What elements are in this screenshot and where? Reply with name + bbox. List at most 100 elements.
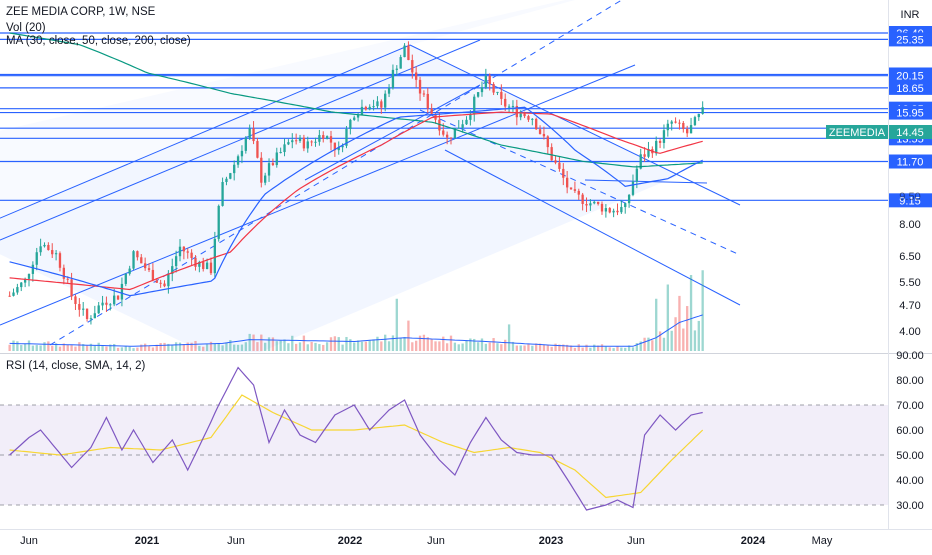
candle-body <box>627 194 631 204</box>
time-tick: 2023 <box>539 535 563 547</box>
volume-bar <box>569 345 573 351</box>
candle-body <box>236 156 240 165</box>
candle-body <box>430 108 433 114</box>
level-label: 9.15 <box>899 195 920 207</box>
level-label-bg <box>889 80 932 95</box>
candle-body <box>565 177 569 188</box>
candle-body <box>318 135 321 142</box>
volume-bar <box>635 343 639 351</box>
candle-body <box>384 93 387 108</box>
price-pane[interactable] <box>0 0 888 352</box>
candle-body <box>596 201 600 204</box>
candle-body <box>457 127 460 129</box>
volume-bar <box>194 340 197 351</box>
volume-bar <box>58 346 62 351</box>
candle-body <box>329 136 333 143</box>
candle-body <box>298 137 302 141</box>
volume-bar <box>596 345 600 351</box>
candle-body <box>287 142 290 145</box>
rsi-line <box>9 366 703 511</box>
volume-bar <box>345 336 348 351</box>
volume-bar <box>124 345 127 351</box>
volume-bar <box>360 341 364 351</box>
candle-body <box>113 295 116 305</box>
volume-bar <box>391 335 395 351</box>
candle-body <box>496 91 499 93</box>
volume-bar <box>236 344 240 351</box>
volume-bar <box>577 344 580 351</box>
time-axis[interactable]: Jun 2021 Jun 2022 Jun 2023 Jun 2024 May <box>20 535 833 547</box>
candle-body <box>550 147 553 161</box>
level-label-bg <box>889 32 932 47</box>
volume-bar <box>240 344 244 351</box>
volume-bar <box>407 320 410 351</box>
last-price-bg <box>889 125 932 139</box>
volume-bar <box>647 337 650 351</box>
volume-bar <box>329 337 333 351</box>
price-axis[interactable]: INR 26.4025.3520.3020.1518.6516.3515.951… <box>826 9 932 362</box>
volume-bar <box>500 344 503 351</box>
rsi-pane[interactable] <box>0 355 888 529</box>
candle-body <box>271 163 275 166</box>
candle-body <box>136 251 139 258</box>
candle-body <box>500 91 503 99</box>
volume-bar <box>445 343 449 351</box>
candle-body <box>252 128 255 142</box>
candle-body <box>523 113 526 117</box>
candle-body <box>693 117 697 126</box>
candle-body <box>658 140 662 143</box>
volume-bar <box>395 298 398 351</box>
channel-line <box>409 44 741 206</box>
candle-body <box>279 152 282 154</box>
volume-bar <box>47 341 50 351</box>
candle-body <box>608 208 611 213</box>
candle-body <box>442 130 445 135</box>
candle-body <box>639 154 642 169</box>
candle-body <box>666 123 669 131</box>
volume-bar <box>23 343 27 351</box>
candle-body <box>689 125 693 134</box>
volume-bar <box>639 341 642 351</box>
price-tick: 5.50 <box>899 277 920 289</box>
volume-bar <box>151 347 155 351</box>
volume-bar <box>422 334 426 351</box>
volume-bar <box>554 343 557 351</box>
volume-bar <box>233 344 236 351</box>
candle-body <box>54 253 58 255</box>
volume-bar <box>140 344 143 351</box>
candle-body <box>124 273 127 284</box>
candle-body <box>198 261 201 267</box>
candle-body <box>229 173 232 179</box>
volume-bar <box>35 345 38 351</box>
candle-body <box>209 262 213 274</box>
volume-bar <box>43 342 46 351</box>
volume-bar <box>403 337 406 351</box>
level-label-bg <box>889 105 932 120</box>
volume-bar <box>267 337 271 351</box>
currency-label: INR <box>901 9 920 21</box>
time-tick: Jun <box>427 535 445 547</box>
candle-body <box>132 251 135 269</box>
volume-bar <box>535 343 538 351</box>
candle-body <box>558 162 561 169</box>
candle-body <box>306 141 309 149</box>
candle-body <box>89 318 93 320</box>
candle-body <box>291 140 294 143</box>
volume-ma-line <box>9 314 703 347</box>
candle-body <box>577 190 580 195</box>
legend[interactable]: ZEE MEDIA CORP, 1W, NSE Vol (20) MA (30,… <box>6 6 191 372</box>
volume-bar <box>314 342 317 351</box>
volume-bar <box>217 343 220 351</box>
candle-body <box>213 238 217 274</box>
pane-edge-label: 90.00 <box>896 350 924 362</box>
candle-body <box>488 75 491 85</box>
candle-body <box>105 302 108 305</box>
rsi-axis[interactable]: 80.00 70.00 60.00 50.00 40.00 30.00 <box>896 375 924 512</box>
candle-body <box>159 282 162 284</box>
candle-body <box>341 145 344 148</box>
volume-bar <box>78 342 81 351</box>
candle-body <box>58 253 62 268</box>
volume-bar <box>678 295 681 351</box>
candle-body <box>407 45 410 61</box>
